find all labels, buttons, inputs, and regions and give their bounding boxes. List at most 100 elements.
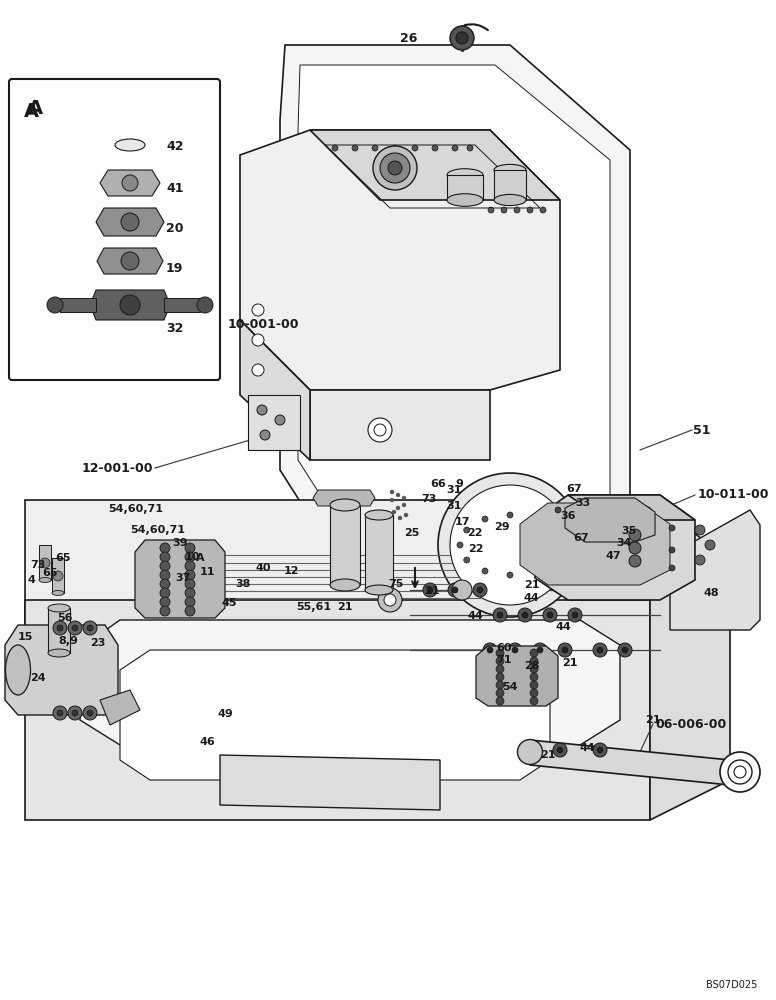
Text: 49: 49 <box>218 709 234 719</box>
Text: 31: 31 <box>446 501 462 511</box>
Circle shape <box>557 747 563 753</box>
Circle shape <box>392 145 398 151</box>
Circle shape <box>373 146 417 190</box>
Circle shape <box>40 558 50 568</box>
Text: 15: 15 <box>18 632 33 642</box>
Circle shape <box>669 565 675 571</box>
Circle shape <box>121 213 139 231</box>
Text: 28: 28 <box>524 661 539 671</box>
Bar <box>52 558 64 593</box>
Circle shape <box>464 527 469 533</box>
Circle shape <box>185 561 195 571</box>
Text: 35: 35 <box>621 526 636 536</box>
Ellipse shape <box>447 169 483 181</box>
Circle shape <box>629 542 641 554</box>
FancyBboxPatch shape <box>9 79 220 380</box>
Text: 42: 42 <box>166 140 183 153</box>
Circle shape <box>185 552 195 562</box>
Text: 73: 73 <box>421 494 436 504</box>
Ellipse shape <box>48 649 70 657</box>
Circle shape <box>452 580 472 600</box>
Circle shape <box>432 145 438 151</box>
Circle shape <box>185 606 195 616</box>
Circle shape <box>368 418 392 442</box>
Circle shape <box>622 507 628 513</box>
Circle shape <box>83 621 97 635</box>
Text: 38: 38 <box>235 579 251 589</box>
Text: 67: 67 <box>573 533 589 543</box>
Circle shape <box>87 710 93 716</box>
Circle shape <box>87 625 93 631</box>
Circle shape <box>392 510 396 514</box>
Text: 75: 75 <box>388 579 404 589</box>
Text: 21: 21 <box>645 715 660 725</box>
Circle shape <box>388 161 402 175</box>
Text: 21: 21 <box>540 750 556 760</box>
Circle shape <box>645 507 651 513</box>
Ellipse shape <box>494 194 526 206</box>
Circle shape <box>185 570 195 580</box>
Circle shape <box>543 608 557 622</box>
Circle shape <box>467 145 473 151</box>
Ellipse shape <box>365 510 393 520</box>
Circle shape <box>378 588 402 612</box>
Circle shape <box>83 706 97 720</box>
Circle shape <box>160 552 170 562</box>
Polygon shape <box>240 130 560 390</box>
Text: 73: 73 <box>30 560 45 570</box>
Polygon shape <box>520 503 670 585</box>
Circle shape <box>597 647 603 653</box>
Circle shape <box>438 473 582 617</box>
Polygon shape <box>310 130 560 200</box>
Circle shape <box>562 647 568 653</box>
Text: 19: 19 <box>166 261 183 274</box>
Ellipse shape <box>48 604 70 612</box>
Polygon shape <box>97 248 163 274</box>
Circle shape <box>669 547 675 553</box>
Circle shape <box>720 752 760 792</box>
Circle shape <box>390 498 394 502</box>
Circle shape <box>72 710 78 716</box>
Circle shape <box>518 608 532 622</box>
Circle shape <box>160 561 170 571</box>
Circle shape <box>629 555 641 567</box>
Text: 51: 51 <box>693 424 711 436</box>
Polygon shape <box>280 45 630 650</box>
Polygon shape <box>670 510 760 630</box>
Text: 22: 22 <box>467 528 483 538</box>
Polygon shape <box>535 495 695 600</box>
Circle shape <box>402 503 406 507</box>
Text: 54: 54 <box>502 682 518 692</box>
Circle shape <box>507 512 513 518</box>
Circle shape <box>695 555 705 565</box>
Text: 55,61: 55,61 <box>296 602 331 612</box>
Polygon shape <box>220 755 440 810</box>
Bar <box>494 170 526 200</box>
Polygon shape <box>100 690 140 725</box>
Bar <box>447 175 483 200</box>
Ellipse shape <box>330 579 360 591</box>
Circle shape <box>374 424 386 436</box>
Circle shape <box>396 493 400 497</box>
Text: 60: 60 <box>496 643 511 653</box>
Circle shape <box>53 621 67 635</box>
Polygon shape <box>96 208 164 236</box>
Polygon shape <box>568 495 695 520</box>
Circle shape <box>185 597 195 607</box>
Circle shape <box>496 657 504 665</box>
Ellipse shape <box>447 194 483 206</box>
Circle shape <box>487 647 493 653</box>
Circle shape <box>496 681 504 689</box>
Text: 12-001-00: 12-001-00 <box>82 462 154 475</box>
Text: 31: 31 <box>446 485 462 495</box>
Circle shape <box>533 643 547 657</box>
Polygon shape <box>25 600 650 820</box>
Circle shape <box>473 583 487 597</box>
Circle shape <box>160 597 170 607</box>
Circle shape <box>450 26 474 50</box>
Circle shape <box>540 207 546 213</box>
Text: 54,60,71: 54,60,71 <box>130 525 185 535</box>
Bar <box>48 608 70 653</box>
Text: 37: 37 <box>175 573 190 583</box>
Circle shape <box>412 145 418 151</box>
